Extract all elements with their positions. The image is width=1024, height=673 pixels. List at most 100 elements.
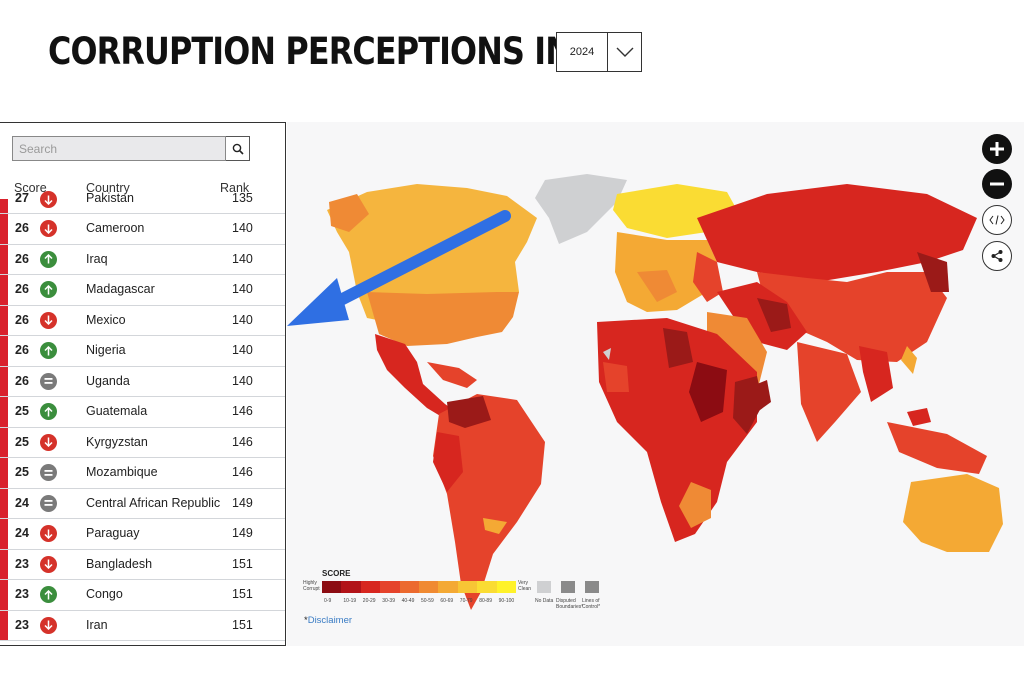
row-score: 26 xyxy=(15,373,29,388)
share-button[interactable] xyxy=(982,241,1012,271)
map-southeast-asia[interactable] xyxy=(887,408,987,474)
table-row[interactable]: 26 Mexico 140 xyxy=(0,305,285,336)
row-rank: 151 xyxy=(232,617,253,632)
score-color-bar xyxy=(0,275,8,305)
row-country: Iraq xyxy=(86,251,108,266)
map-south-america[interactable] xyxy=(433,394,545,610)
table-row[interactable]: 25 Kyrgyzstan 146 xyxy=(0,427,285,458)
country-table-panel: Score Country Rank 27 Pakistan 135 26 Camero… xyxy=(0,122,286,646)
world-map[interactable] xyxy=(287,122,1024,646)
row-country: Nigeria xyxy=(86,343,126,357)
score-color-bar xyxy=(0,366,8,396)
row-rank: 140 xyxy=(232,373,253,388)
table-row[interactable]: 25 Guatemala 146 xyxy=(0,397,285,428)
legend-disputed-label: Disputed Boundaries* xyxy=(556,598,584,610)
legend-tick-label: 40-49 xyxy=(401,598,415,604)
legend-high-label: Very Clean xyxy=(518,580,532,592)
row-rank: 135 xyxy=(232,191,253,205)
search-box xyxy=(12,136,250,161)
year-dropdown-toggle[interactable] xyxy=(607,33,641,71)
column-header-score[interactable]: Score xyxy=(14,181,47,195)
row-score: 25 xyxy=(15,404,29,418)
table-row[interactable]: 26 Nigeria 140 xyxy=(0,336,285,367)
trend-same-icon xyxy=(40,494,57,512)
score-color-bar xyxy=(0,244,8,274)
legend-segment xyxy=(360,581,381,593)
score-color-bar xyxy=(0,488,8,518)
table-row[interactable]: 26 Madagascar 140 xyxy=(0,275,285,306)
row-score: 26 xyxy=(15,343,29,357)
row-rank: 140 xyxy=(232,312,253,327)
trend-down-icon xyxy=(40,433,57,451)
legend-tick-label: 50-59 xyxy=(421,598,434,604)
page-title: CORRUPTION PERCEPTIONS INDEX xyxy=(48,30,642,73)
map-central-america[interactable] xyxy=(375,334,477,420)
zoom-in-button[interactable] xyxy=(982,134,1012,164)
row-rank: 149 xyxy=(232,495,253,510)
map-north-america[interactable] xyxy=(327,184,537,346)
row-rank: 146 xyxy=(232,465,253,479)
column-header-rank[interactable]: Rank xyxy=(220,181,250,195)
row-score: 23 xyxy=(15,587,29,601)
trend-up-icon xyxy=(40,586,57,603)
legend-lines-of-control-label: Lines of Control* xyxy=(582,598,601,610)
trend-down-icon xyxy=(40,555,57,573)
score-color-bar xyxy=(0,199,8,213)
disclaimer-link[interactable]: *Disclaimer xyxy=(304,615,353,626)
column-header-country[interactable]: Country xyxy=(86,181,130,195)
row-rank: 151 xyxy=(232,587,253,601)
score-color-bar xyxy=(0,397,8,427)
row-rank: 140 xyxy=(232,221,253,235)
zoom-out-button[interactable] xyxy=(982,169,1012,199)
row-rank: 140 xyxy=(232,343,253,357)
country-rows: 27 Pakistan 135 26 Cameroon 140 26 Iraq 140 26 Mad… xyxy=(0,191,285,641)
share-icon xyxy=(991,250,1003,262)
trend-same-icon xyxy=(40,372,57,390)
row-score: 25 xyxy=(15,465,29,479)
row-country: Kyrgyzstan xyxy=(86,434,148,449)
table-row[interactable]: 25 Mozambique 146 xyxy=(0,458,285,489)
score-color-bar xyxy=(0,336,8,366)
legend-tick-label: 90-100 xyxy=(498,598,515,604)
table-row[interactable]: 23 Iran 151 xyxy=(0,610,285,641)
trend-down-icon xyxy=(40,311,57,329)
map-australia[interactable] xyxy=(903,474,1003,552)
trend-down-icon xyxy=(40,616,57,634)
search-button[interactable] xyxy=(226,136,250,161)
table-row[interactable]: 23 Congo 151 xyxy=(0,580,285,611)
score-color-bar xyxy=(0,519,8,549)
legend-tick-label: 80-89 xyxy=(479,598,492,604)
score-color-bar xyxy=(0,610,8,640)
legend-swatch-lines-of-control xyxy=(585,581,599,593)
table-row[interactable]: 26 Uganda 140 xyxy=(0,366,285,397)
zoom-out-icon xyxy=(990,182,1004,186)
map-russia-asia[interactable] xyxy=(697,184,977,442)
embed-button[interactable] xyxy=(982,205,1012,235)
row-score: 25 xyxy=(15,434,29,449)
row-score: 23 xyxy=(15,556,29,571)
score-color-bar xyxy=(0,549,8,579)
world-map-svg[interactable] xyxy=(287,122,1024,646)
year-dropdown[interactable]: 2024 xyxy=(556,32,642,72)
row-rank: 146 xyxy=(232,404,253,418)
row-country: Guatemala xyxy=(86,404,148,418)
legend-segment xyxy=(380,581,400,593)
row-score: 26 xyxy=(15,282,29,296)
legend-tick-label: 30-39 xyxy=(382,598,395,604)
table-row[interactable]: 24 Central African Republic 149 xyxy=(0,488,285,519)
legend-segment xyxy=(457,581,478,593)
map-greenland[interactable] xyxy=(535,174,627,244)
trend-up-icon xyxy=(40,250,57,268)
table-row[interactable]: 24 Paraguay 149 xyxy=(0,519,285,550)
search-icon xyxy=(232,143,244,155)
legend-no-data-label: No Data xyxy=(535,598,554,604)
table-row[interactable]: 26 Iraq 140 xyxy=(0,244,285,275)
table-row[interactable]: 23 Bangladesh 151 xyxy=(0,549,285,580)
disclaimer-link-text[interactable]: Disclaimer xyxy=(307,615,353,626)
table-row[interactable]: 26 Cameroon 140 xyxy=(0,214,285,245)
table-row[interactable]: 27 Pakistan 135 xyxy=(0,191,285,214)
row-country: Congo xyxy=(86,587,123,601)
map-africa[interactable] xyxy=(597,318,763,542)
legend-segment xyxy=(341,581,361,593)
search-input[interactable] xyxy=(12,136,226,161)
